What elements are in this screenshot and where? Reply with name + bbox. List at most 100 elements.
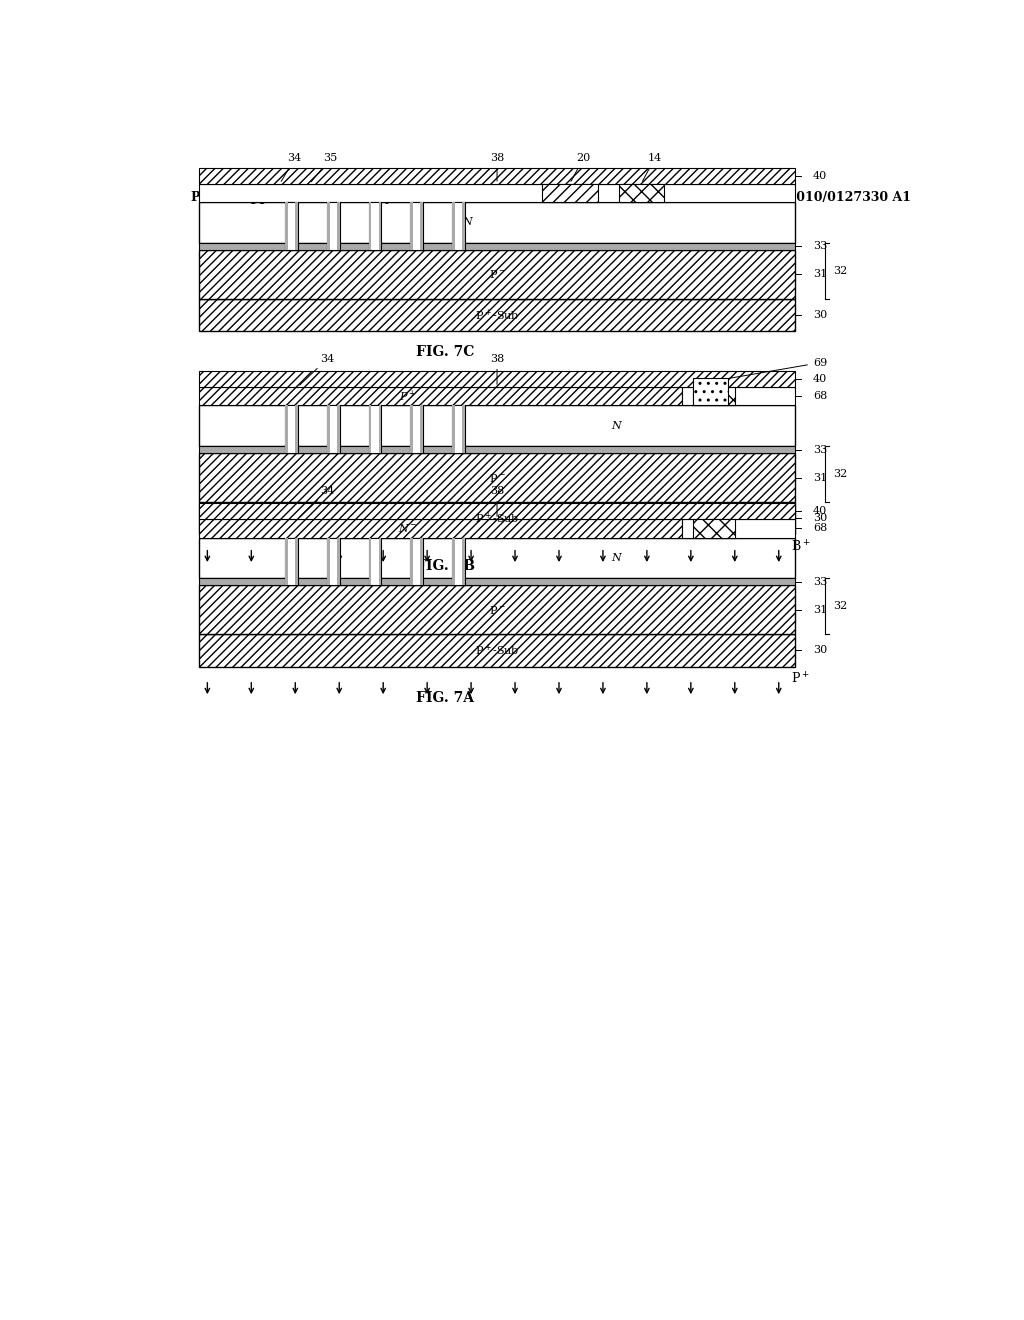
- Text: 31: 31: [813, 473, 827, 483]
- Bar: [200, 585, 795, 634]
- Bar: [286, 405, 298, 453]
- Text: P$^-$: P$^-$: [488, 603, 506, 615]
- Bar: [327, 405, 340, 453]
- Bar: [420, 405, 423, 453]
- Bar: [286, 537, 298, 585]
- Text: P$^-$: P$^-$: [488, 268, 506, 280]
- Text: 30: 30: [813, 310, 827, 319]
- Text: N$^-$: N$^-$: [398, 523, 418, 535]
- Bar: [200, 371, 795, 387]
- Bar: [369, 202, 372, 249]
- Text: 38: 38: [489, 153, 504, 181]
- Bar: [327, 202, 340, 249]
- Bar: [200, 537, 795, 578]
- Bar: [200, 519, 682, 537]
- Bar: [693, 378, 728, 405]
- Bar: [200, 243, 795, 249]
- Bar: [379, 202, 381, 249]
- Text: 32: 32: [833, 469, 847, 479]
- Text: 34: 34: [300, 486, 335, 517]
- Text: 68: 68: [813, 391, 827, 401]
- Text: 68: 68: [813, 523, 827, 533]
- Bar: [682, 387, 795, 405]
- Bar: [286, 537, 288, 585]
- Text: 33: 33: [813, 577, 827, 586]
- Text: 14: 14: [642, 153, 662, 181]
- Bar: [200, 387, 682, 405]
- Bar: [411, 202, 413, 249]
- Text: 35: 35: [311, 153, 338, 182]
- Text: 38: 38: [489, 354, 504, 384]
- Bar: [693, 519, 735, 537]
- Bar: [286, 202, 288, 249]
- Text: 40: 40: [813, 374, 827, 384]
- Text: 30: 30: [813, 513, 827, 523]
- Bar: [420, 537, 423, 585]
- Bar: [286, 202, 298, 249]
- Bar: [327, 202, 330, 249]
- Text: P$^+$-Sub: P$^+$-Sub: [475, 643, 519, 657]
- Text: 31: 31: [813, 605, 827, 615]
- Text: P$^+$-Sub: P$^+$-Sub: [475, 308, 519, 322]
- Bar: [200, 405, 795, 446]
- Bar: [295, 537, 298, 585]
- Text: N: N: [611, 421, 621, 430]
- Text: P$^+$: P$^+$: [399, 388, 416, 404]
- Bar: [411, 405, 413, 453]
- Bar: [462, 405, 465, 453]
- Text: 30: 30: [813, 645, 827, 655]
- Bar: [200, 502, 795, 535]
- Bar: [452, 537, 455, 585]
- Bar: [200, 446, 795, 453]
- Bar: [286, 405, 288, 453]
- Bar: [295, 405, 298, 453]
- Bar: [369, 202, 381, 249]
- Text: 34: 34: [300, 354, 335, 385]
- Bar: [542, 183, 598, 202]
- Bar: [337, 202, 340, 249]
- Bar: [200, 453, 795, 502]
- Text: US 2010/0127330 A1: US 2010/0127330 A1: [763, 190, 911, 203]
- Text: N: N: [463, 218, 472, 227]
- Bar: [327, 537, 330, 585]
- Text: 32: 32: [833, 601, 847, 611]
- Text: FIG. 7B: FIG. 7B: [416, 558, 475, 573]
- Bar: [200, 503, 795, 519]
- Bar: [337, 405, 340, 453]
- Text: P$^+$-Sub: P$^+$-Sub: [475, 511, 519, 525]
- Text: 33: 33: [813, 242, 827, 251]
- Bar: [452, 202, 455, 249]
- Bar: [295, 202, 298, 249]
- Bar: [379, 537, 381, 585]
- Bar: [200, 298, 795, 331]
- Bar: [682, 519, 795, 537]
- Bar: [369, 405, 372, 453]
- Bar: [200, 183, 795, 202]
- Text: 31: 31: [813, 269, 827, 280]
- Text: N: N: [611, 553, 621, 562]
- Bar: [379, 405, 381, 453]
- Bar: [327, 537, 340, 585]
- Text: 40: 40: [813, 506, 827, 516]
- Bar: [327, 405, 330, 453]
- Bar: [452, 202, 465, 249]
- Bar: [200, 634, 795, 667]
- Bar: [693, 387, 735, 405]
- Text: 32: 32: [833, 265, 847, 276]
- Text: FIG. 7C: FIG. 7C: [416, 345, 475, 359]
- Text: 69: 69: [713, 358, 827, 381]
- Bar: [200, 578, 795, 585]
- Bar: [411, 537, 423, 585]
- Text: P$^+$: P$^+$: [791, 671, 809, 686]
- Text: 38: 38: [489, 486, 504, 516]
- Bar: [452, 405, 465, 453]
- Text: 33: 33: [813, 445, 827, 454]
- Bar: [369, 537, 372, 585]
- Text: P$^-$: P$^-$: [488, 471, 506, 483]
- Bar: [420, 202, 423, 249]
- Bar: [200, 168, 795, 183]
- Text: 20: 20: [571, 153, 591, 181]
- Bar: [411, 537, 413, 585]
- Text: 34: 34: [282, 153, 302, 181]
- Bar: [452, 537, 465, 585]
